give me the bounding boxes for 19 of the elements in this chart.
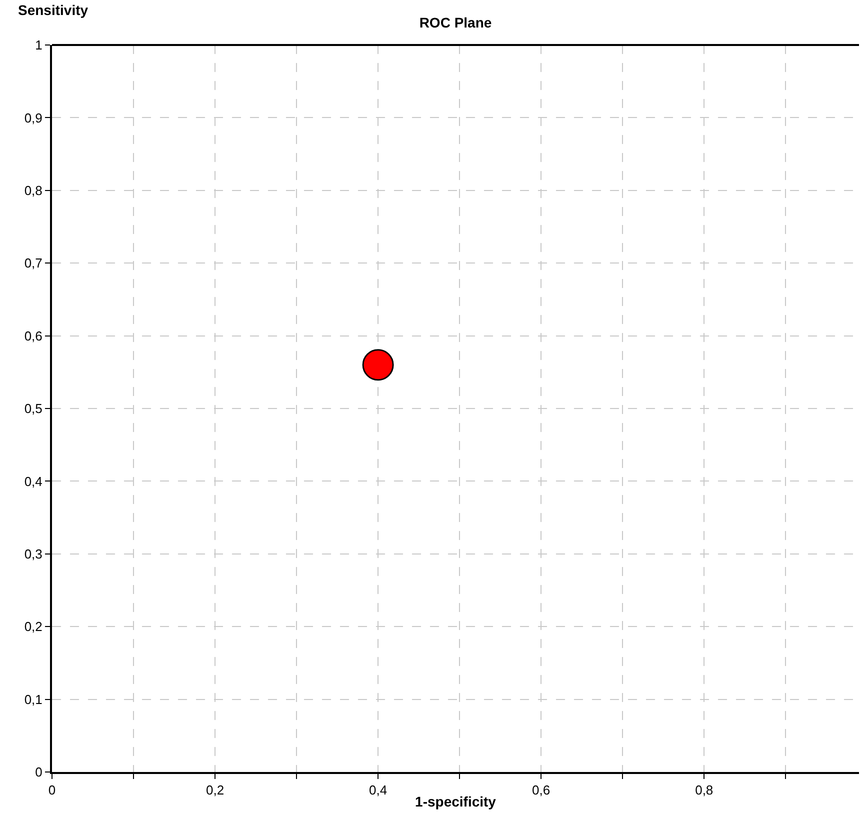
y-tick-label: 0,7 — [24, 256, 42, 271]
y-tick-label: 0,6 — [24, 328, 42, 344]
y-tick-label: 0,5 — [24, 401, 42, 416]
x-tick-label: 0 — [48, 782, 56, 798]
y-axis-title: Sensitivity — [18, 2, 88, 18]
x-tick-label: 0,4 — [369, 782, 388, 798]
x-tick-label: 0,6 — [532, 782, 550, 798]
y-tick-label: 0,3 — [24, 546, 42, 562]
y-tick-label: 0,9 — [24, 110, 42, 126]
y-tick-label: 0,2 — [24, 619, 42, 634]
y-tick-label: 1 — [35, 38, 42, 53]
x-tick-label: 0,2 — [206, 782, 224, 798]
y-tick-label: 0,1 — [24, 692, 42, 707]
y-tick-label: 0,4 — [24, 474, 42, 489]
chart-title: ROC Plane — [419, 14, 492, 31]
y-tick-label: 0,8 — [24, 182, 42, 198]
y-tick-label: 0 — [35, 764, 42, 780]
x-tick-label: 0,8 — [695, 782, 714, 798]
x-axis-title: 1-specificity — [415, 793, 496, 810]
